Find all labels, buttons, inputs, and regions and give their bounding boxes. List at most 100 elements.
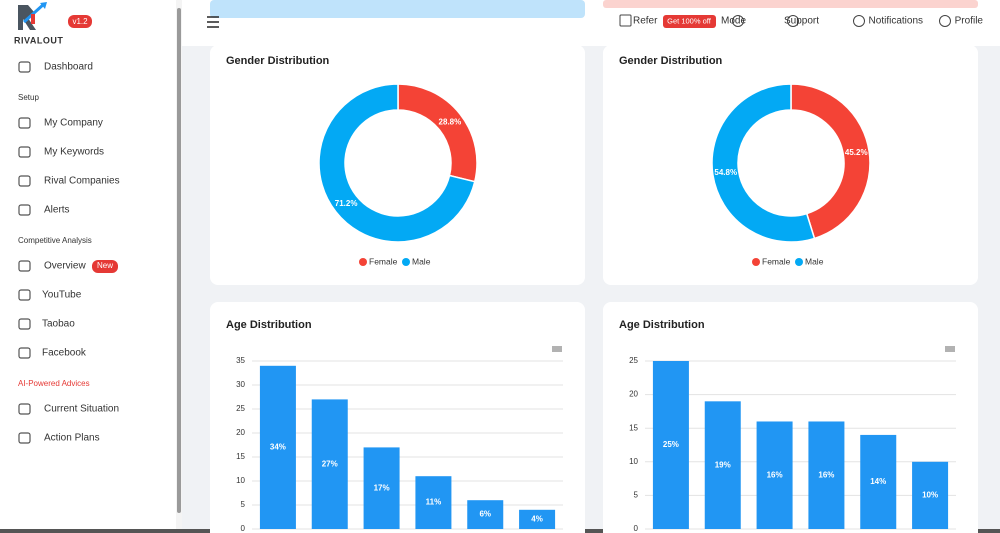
chart-title: Gender Distribution bbox=[619, 55, 723, 67]
legend-label[interactable]: Female bbox=[369, 256, 398, 266]
menu-icon bbox=[18, 175, 31, 187]
bar bbox=[808, 421, 845, 529]
refer-badge[interactable] bbox=[663, 15, 716, 28]
menu-item[interactable]: Taobao bbox=[42, 319, 75, 330]
bar-label: 16% bbox=[767, 470, 783, 479]
version-badge bbox=[68, 15, 92, 28]
y-tick-label: 10 bbox=[629, 457, 638, 466]
menu-item[interactable]: My Keywords bbox=[44, 147, 104, 158]
topbar-link[interactable]: Refer bbox=[633, 16, 658, 27]
y-tick-label: 20 bbox=[629, 390, 638, 399]
alert-strip bbox=[603, 0, 978, 8]
legend-swatch bbox=[402, 258, 410, 266]
new-badge bbox=[92, 260, 118, 273]
chart-title: Gender Distribution bbox=[226, 55, 330, 67]
bar bbox=[519, 509, 556, 529]
search-box[interactable] bbox=[210, 0, 585, 18]
menu-icon bbox=[18, 318, 31, 330]
new-badge-text: New bbox=[97, 261, 113, 270]
menu-item[interactable]: Dashboard bbox=[44, 62, 93, 73]
menu-icon bbox=[18, 204, 31, 216]
bar bbox=[363, 447, 400, 529]
bar-label: 19% bbox=[715, 460, 731, 469]
bar-label: 27% bbox=[322, 459, 338, 468]
y-tick-label: 30 bbox=[236, 380, 245, 389]
legend-swatch bbox=[795, 258, 803, 266]
bar-label: 25% bbox=[663, 440, 679, 449]
card bbox=[210, 302, 585, 533]
menu-item[interactable]: Rival Companies bbox=[44, 176, 120, 187]
bar-label: 34% bbox=[270, 443, 286, 452]
donut-slice bbox=[318, 83, 476, 243]
section-heading: Setup bbox=[18, 93, 39, 102]
slice-label: 28.8% bbox=[439, 117, 462, 126]
y-tick-label: 0 bbox=[634, 524, 639, 533]
topbar-link[interactable]: Mode bbox=[721, 16, 746, 27]
topbar-link[interactable]: Support bbox=[784, 16, 819, 27]
card bbox=[603, 45, 978, 285]
topbar-link[interactable]: Notifications bbox=[869, 16, 923, 27]
bar-label: 6% bbox=[479, 510, 491, 519]
y-tick-label: 5 bbox=[241, 500, 246, 509]
y-tick-label: 15 bbox=[236, 452, 245, 461]
topbar-icon bbox=[939, 15, 951, 27]
sidebar bbox=[0, 0, 176, 533]
bar bbox=[704, 401, 741, 529]
legend-label[interactable]: Male bbox=[412, 256, 431, 266]
topbar-icon bbox=[732, 15, 744, 27]
menu-item[interactable]: Alerts bbox=[44, 205, 70, 216]
menu-icon bbox=[18, 61, 31, 73]
legend-swatch bbox=[359, 258, 367, 266]
logo bbox=[18, 2, 47, 30]
menu-item[interactable]: My Company bbox=[44, 118, 103, 129]
bar bbox=[860, 434, 897, 529]
y-tick-label: 25 bbox=[236, 404, 245, 413]
bar bbox=[467, 500, 504, 529]
y-tick-label: 15 bbox=[629, 423, 638, 432]
y-tick-label: 25 bbox=[629, 356, 638, 365]
topbar-link[interactable]: Profile bbox=[955, 16, 984, 27]
chart-title: Age Distribution bbox=[226, 319, 312, 331]
menu-icon bbox=[18, 117, 31, 129]
menu-item[interactable]: YouTube bbox=[42, 290, 82, 301]
menu-icon bbox=[18, 432, 31, 444]
bar-label: 17% bbox=[374, 483, 390, 492]
legend-label[interactable]: Male bbox=[805, 256, 824, 266]
menu-icon bbox=[18, 289, 31, 301]
menu-icon bbox=[18, 347, 31, 359]
topbar-icon bbox=[787, 15, 799, 27]
bar-label: 4% bbox=[531, 515, 543, 524]
brand: RIVALOUT bbox=[14, 35, 63, 45]
y-tick-label: 10 bbox=[236, 476, 245, 485]
bar-label: 11% bbox=[426, 498, 442, 507]
bar bbox=[912, 461, 949, 529]
bar-label: 16% bbox=[818, 470, 834, 479]
slice-label: 71.2% bbox=[335, 199, 358, 208]
bar bbox=[756, 421, 793, 529]
menu-icon bbox=[18, 403, 31, 415]
menu-item[interactable]: Facebook bbox=[42, 348, 87, 359]
legend-label[interactable]: Female bbox=[762, 256, 791, 266]
donut-slice bbox=[790, 83, 871, 240]
donut-slice bbox=[711, 83, 816, 243]
menu-item[interactable]: Overview bbox=[44, 261, 86, 272]
legend-swatch bbox=[752, 258, 760, 266]
bar bbox=[311, 399, 348, 529]
bar-label: 14% bbox=[870, 477, 886, 486]
menu-button[interactable] bbox=[207, 16, 219, 28]
bar bbox=[415, 476, 452, 529]
menu-icon bbox=[18, 260, 31, 272]
scrollbar-thumb bbox=[177, 8, 181, 513]
y-tick-label: 20 bbox=[236, 428, 245, 437]
bar bbox=[652, 361, 689, 529]
section-heading: AI-Powered Advices bbox=[18, 379, 90, 388]
menu-item[interactable]: Action Plans bbox=[44, 433, 100, 444]
version: v1.2 bbox=[72, 17, 88, 26]
menu-item[interactable]: Current Situation bbox=[44, 404, 119, 415]
gift-icon bbox=[619, 14, 632, 27]
topbar-icon bbox=[853, 15, 865, 27]
chart-title: Age Distribution bbox=[619, 319, 705, 331]
bar bbox=[259, 365, 296, 529]
card bbox=[210, 45, 585, 285]
